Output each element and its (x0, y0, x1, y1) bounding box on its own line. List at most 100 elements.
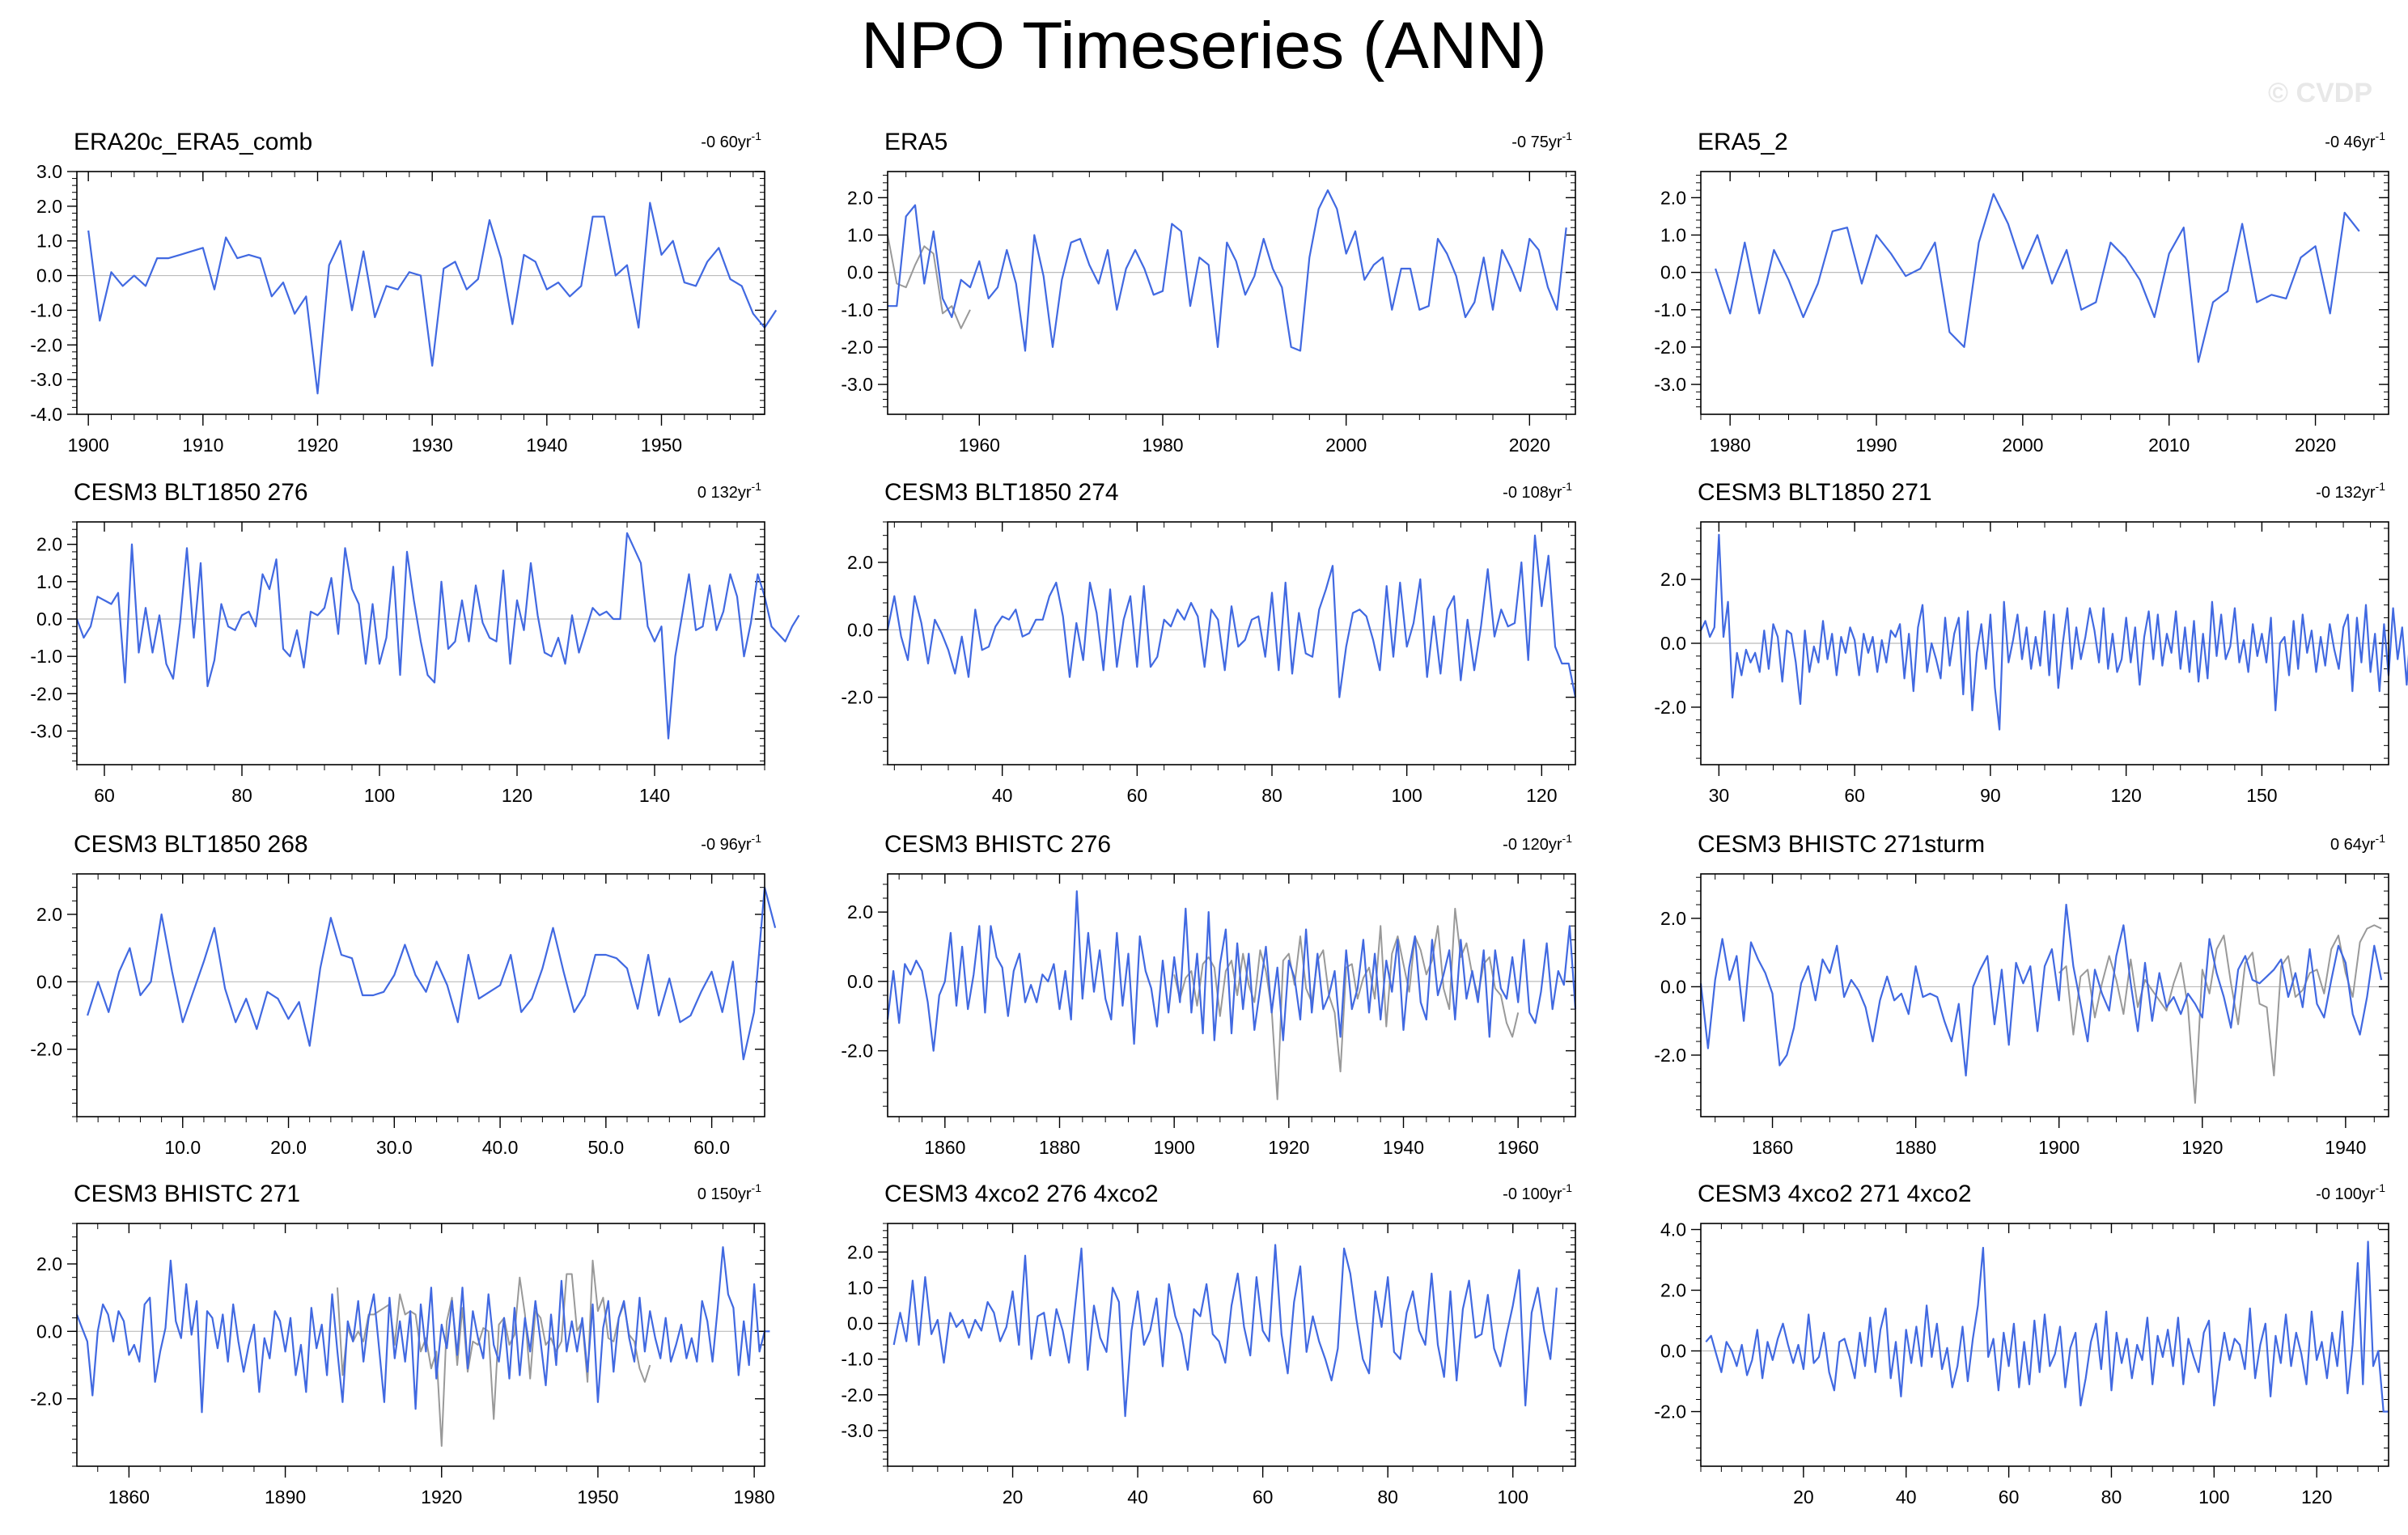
x-tick-label: 1950 (641, 435, 682, 456)
x-tick-label: 1900 (2038, 1137, 2079, 1158)
y-tick-label: 2.0 (36, 904, 62, 925)
y-tick-label: -3.0 (1654, 374, 1686, 395)
y-tick-label: 2.0 (1660, 187, 1686, 208)
plot-frame (76, 873, 765, 1117)
y-tick-label: 0.0 (36, 971, 62, 992)
y-tick-label: -2.0 (1654, 1045, 1686, 1066)
x-tick-label: 2020 (2295, 435, 2336, 456)
x-tick-label: 150 (2246, 785, 2277, 806)
x-tick-label: 1990 (1855, 435, 1897, 456)
trend-label: 0 64yr-1 (2330, 832, 2385, 854)
panel-4: CESM3 BLT1850 276 0 132yr-1 2.0 1.0 0.0 -1.0 -… (30, 479, 800, 806)
y-tick-label: 0.0 (847, 971, 873, 992)
y-tick-label: 0.0 (847, 619, 873, 640)
panel-1: ERA20c_ERA5_comb -0 60yr-1 3.0 2.0 1.0 0.0 -1.… (30, 129, 778, 456)
y-tick-label: -3.0 (841, 374, 873, 395)
x-tick-label: 80 (231, 785, 252, 806)
y-tick-label: 1.0 (847, 224, 873, 245)
x-tick-label: 2010 (2148, 435, 2190, 456)
x-tick-label: 20.0 (270, 1137, 307, 1158)
y-tick-label: 0.0 (1660, 633, 1686, 654)
plot-frame (887, 1223, 1576, 1467)
trend-value: -0 100yr (2316, 1185, 2376, 1203)
plot-frame (1700, 521, 2389, 765)
panel-5: CESM3 BLT1850 274 -0 108yr-1 2.0 0.0 -2.0 40 6… (841, 479, 1577, 806)
trend-label: -0 100yr-1 (2316, 1181, 2385, 1203)
x-tick-label: 60 (1844, 785, 1865, 806)
trend-exponent: -1 (1562, 480, 1573, 493)
y-tick-label: -2.0 (30, 1039, 62, 1060)
y-tick-label: 1.0 (1660, 224, 1686, 245)
y-tick-label: 0.0 (1660, 976, 1686, 997)
model-series-line (892, 1244, 1558, 1418)
x-tick-label: 40 (992, 785, 1013, 806)
trend-label: 0 132yr-1 (697, 480, 761, 502)
trend-exponent: -1 (2376, 1181, 2386, 1194)
plot-frame (76, 1223, 765, 1467)
x-tick-label: 60 (1999, 1486, 2020, 1507)
y-tick-label: -2.0 (1654, 697, 1686, 718)
panel-8: CESM3 BHISTC 276 -0 120yr-1 2.0 0.0 -2.0 1860… (841, 831, 1577, 1158)
y-tick-label: -3.0 (841, 1420, 873, 1441)
y-tick-label: 2.0 (847, 901, 873, 922)
x-tick-label: 40 (1127, 1486, 1148, 1507)
x-tick-label: 100 (1498, 1486, 1528, 1507)
panel-9: CESM3 BHISTC 271sturm 0 64yr-1 2.0 0.0 -2.0 1… (1654, 831, 2389, 1158)
model-series-line (1705, 1240, 2389, 1413)
x-tick-label: 60.0 (693, 1137, 730, 1158)
trend-value: 0 132yr (697, 484, 752, 502)
x-tick-label: 20 (1003, 1486, 1024, 1507)
trend-label: -0 100yr-1 (1503, 1181, 1572, 1203)
trend-exponent: -1 (1562, 1181, 1573, 1194)
panel-11: CESM3 4xco2 276 4xco2 -0 100yr-1 2.0 1.0 0.0… (841, 1181, 1576, 1507)
trend-exponent: -1 (752, 1181, 762, 1194)
trend-exponent: -1 (1562, 832, 1573, 845)
panel-title: CESM3 4xco2 276 4xco2 (884, 1181, 1159, 1207)
y-tick-label: -3.0 (30, 369, 62, 390)
panel-title: CESM3 BHISTC 276 (884, 831, 1111, 858)
y-tick-label: 4.0 (1660, 1219, 1686, 1240)
x-tick-label: 80 (1261, 785, 1282, 806)
x-tick-label: 1880 (1895, 1137, 1936, 1158)
chart-main-title: NPO Timeseries (ANN) (861, 9, 1547, 83)
observed-series-line (337, 1259, 651, 1447)
trend-exponent: -1 (752, 832, 762, 845)
plot-frame (1700, 171, 2389, 415)
trend-value: -0 96yr (701, 836, 752, 854)
trend-value: -0 60yr (701, 134, 752, 151)
y-tick-label: -2.0 (841, 1041, 873, 1062)
x-tick-label: 40.0 (482, 1137, 519, 1158)
y-tick-label: 2.0 (847, 1241, 873, 1262)
x-tick-label: 1890 (265, 1486, 306, 1507)
x-tick-label: 60 (94, 785, 115, 806)
y-tick-label: -2.0 (841, 337, 873, 358)
x-tick-label: 1900 (68, 435, 109, 456)
y-tick-label: -2.0 (1654, 1401, 1686, 1423)
x-tick-label: 80 (2101, 1486, 2122, 1507)
model-series-line (75, 1246, 770, 1414)
x-tick-label: 10.0 (164, 1137, 201, 1158)
x-tick-label: 100 (1391, 785, 1422, 806)
x-tick-label: 2020 (1509, 435, 1550, 456)
y-tick-label: 0.0 (36, 265, 62, 286)
plot-frame (76, 171, 765, 415)
y-tick-label: 2.0 (36, 534, 62, 555)
x-tick-label: 120 (2301, 1486, 2332, 1507)
plot-frame (887, 171, 1576, 415)
x-tick-label: 1860 (924, 1137, 965, 1158)
y-tick-label: 0.0 (1660, 262, 1686, 283)
trend-exponent: -1 (2376, 480, 2386, 493)
model-series-line (75, 532, 800, 740)
model-series-line (87, 201, 778, 395)
x-tick-label: 1940 (526, 435, 567, 456)
x-tick-label: 120 (502, 785, 532, 806)
trend-label: 0 150yr-1 (697, 1181, 761, 1203)
x-tick-label: 1930 (412, 435, 453, 456)
trend-value: -0 132yr (2316, 484, 2376, 502)
y-tick-label: -1.0 (841, 1349, 873, 1370)
trend-value: 0 150yr (697, 1185, 752, 1203)
x-tick-label: 1920 (297, 435, 338, 456)
y-tick-label: -1.0 (30, 299, 62, 320)
x-tick-label: 100 (364, 785, 395, 806)
